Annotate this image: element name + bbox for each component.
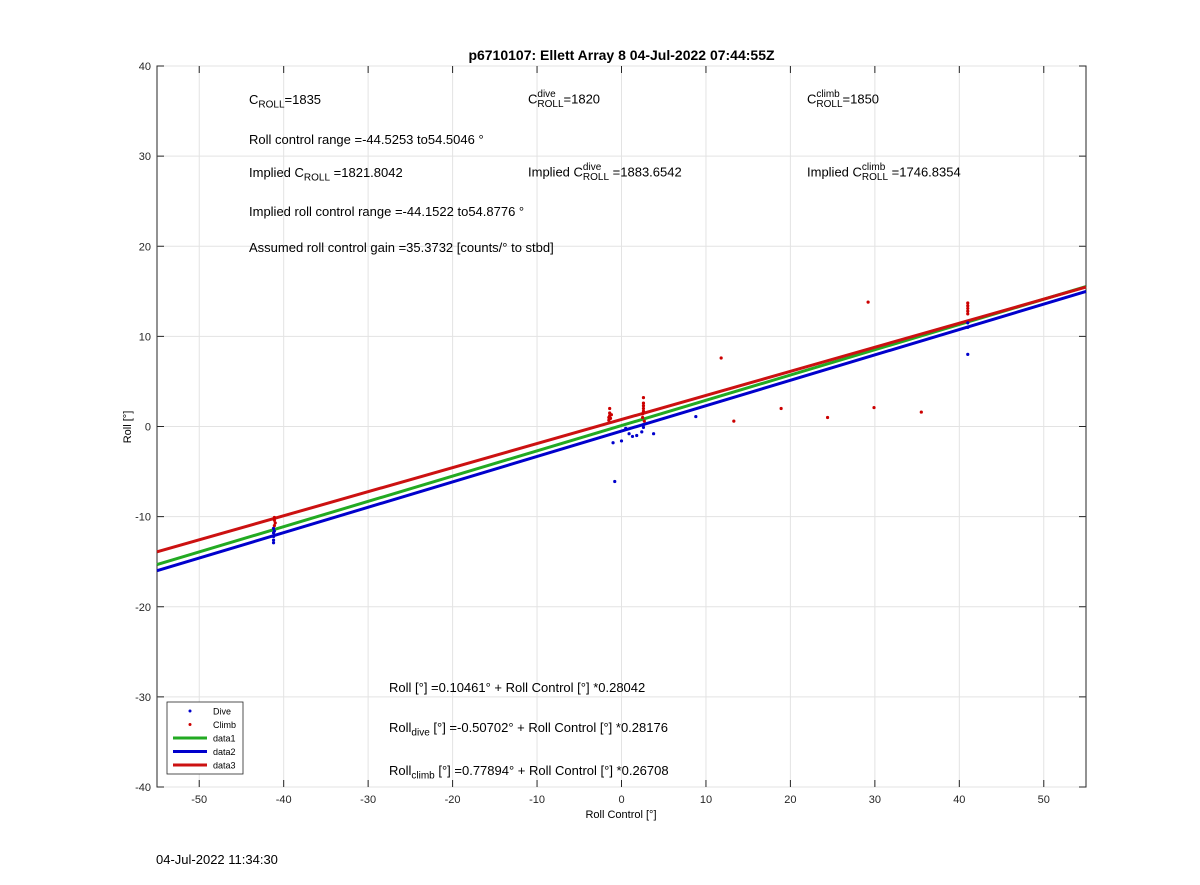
y-tick-label: 40	[139, 61, 151, 73]
climb-point	[642, 419, 646, 423]
dive-point	[271, 541, 276, 545]
dive-point	[613, 479, 617, 484]
climb-point	[872, 405, 876, 410]
climb-point	[272, 524, 276, 528]
climb-point	[273, 521, 277, 525]
y-tick-label: -40	[135, 782, 151, 794]
fit-line-data3	[156, 285, 1087, 554]
dive-point	[694, 414, 698, 419]
dive-point	[619, 439, 624, 443]
climb-point	[272, 518, 276, 522]
climb-point	[641, 409, 646, 413]
data-points	[271, 300, 970, 545]
y-tick-label: -20	[135, 602, 151, 614]
legend-label: Climb	[213, 720, 236, 730]
fit-equation-climb: Rollclimb [°] =0.77894° + Roll Control […	[389, 763, 669, 782]
fit-equation-all: Roll [°] =0.10461° + Roll Control [°] *0…	[389, 680, 646, 695]
x-tick-label: 20	[784, 794, 796, 806]
climb-point	[825, 415, 830, 420]
legend-label: data1	[213, 734, 236, 744]
dive-point	[624, 426, 628, 430]
y-tick-label: -30	[135, 692, 151, 704]
x-tick-label: 10	[700, 794, 712, 806]
roll-range-annotation: Roll control range =-44.5253 to54.5046 °	[249, 132, 484, 147]
climb-point	[641, 412, 645, 416]
x-axis-label: Roll Control [°]	[585, 809, 656, 821]
gain-annotation: Assumed roll control gain =35.3732 [coun…	[249, 240, 554, 255]
x-tick-label: 50	[1038, 794, 1050, 806]
y-tick-label: 30	[139, 151, 151, 163]
y-axis-label: Roll [°]	[122, 411, 134, 444]
dive-point	[641, 425, 646, 430]
x-tick-label: -10	[529, 794, 545, 806]
dive-point	[627, 432, 631, 436]
dive-point	[966, 321, 970, 325]
legend: Dive Climb data1 data2 data3	[166, 701, 244, 775]
climb-point	[966, 309, 970, 313]
fit-line-data1	[156, 285, 1087, 566]
dive-point	[271, 526, 276, 530]
x-tick-label: 40	[953, 794, 965, 806]
climb-point	[779, 406, 783, 411]
footer-timestamp: 04-Jul-2022 11:34:30	[156, 852, 278, 867]
climb-point	[641, 404, 646, 408]
climb-point	[732, 419, 736, 423]
x-tick-label: -30	[360, 794, 376, 806]
x-tick-label: 0	[618, 794, 624, 806]
legend-marker-climb	[188, 723, 192, 726]
dive-point	[271, 534, 276, 539]
y-tick-label: 10	[139, 331, 151, 343]
x-tick-label: -20	[445, 794, 461, 806]
climb-point	[272, 515, 276, 520]
dive-point	[966, 325, 970, 329]
dive-point	[272, 529, 276, 533]
axis-ticks: -50 -40 -30 -20 -10 0 10 20 30 40 50 -40 -30 -20 -10 0 1…	[135, 61, 1086, 806]
x-tick-label: -50	[191, 794, 207, 806]
x-tick-label: 30	[869, 794, 881, 806]
climb-point	[641, 406, 646, 411]
fit-line-data2	[156, 289, 1087, 573]
climb-point	[866, 300, 870, 304]
climb-point	[608, 416, 613, 420]
legend-marker-dive	[188, 709, 192, 713]
legend-label: data3	[213, 761, 236, 771]
dive-point	[640, 430, 644, 434]
dive-point	[635, 433, 639, 438]
dive-point	[641, 423, 646, 427]
dive-point	[966, 352, 970, 356]
climb-point	[641, 415, 645, 420]
grid-lines	[157, 65, 1086, 788]
fit-equation-dive: Rolldive [°] =-0.50702° + Roll Control […	[389, 720, 668, 739]
climb-point	[641, 396, 646, 400]
climb-point	[919, 410, 923, 414]
dive-point	[651, 432, 656, 436]
legend-label: Dive	[213, 707, 231, 717]
dive-point	[611, 441, 615, 445]
climb-point	[719, 356, 723, 360]
climb-point	[609, 413, 613, 417]
y-tick-label: -10	[135, 512, 151, 524]
y-tick-label: 20	[139, 241, 151, 253]
legend-label: data2	[213, 747, 236, 757]
climb-point	[966, 304, 970, 308]
y-tick-label: 0	[145, 422, 151, 434]
climb-point	[608, 406, 612, 411]
climb-point	[966, 312, 970, 316]
climb-point	[966, 306, 970, 311]
climb-point	[641, 401, 646, 405]
c-roll-annotation: CROLL=1835	[249, 92, 322, 111]
dive-point	[630, 434, 635, 439]
chart-title: p6710107: Ellett Array 8 04-Jul-2022 07:…	[468, 47, 775, 63]
x-tick-label: -40	[276, 794, 292, 806]
fit-lines	[156, 285, 1087, 573]
implied-range-annotation: Implied roll control range =-44.1522 to5…	[249, 204, 525, 219]
dive-point	[271, 538, 276, 542]
implied-c-roll-annotation: Implied CROLL =1821.8042	[249, 165, 403, 184]
climb-point	[966, 301, 970, 305]
